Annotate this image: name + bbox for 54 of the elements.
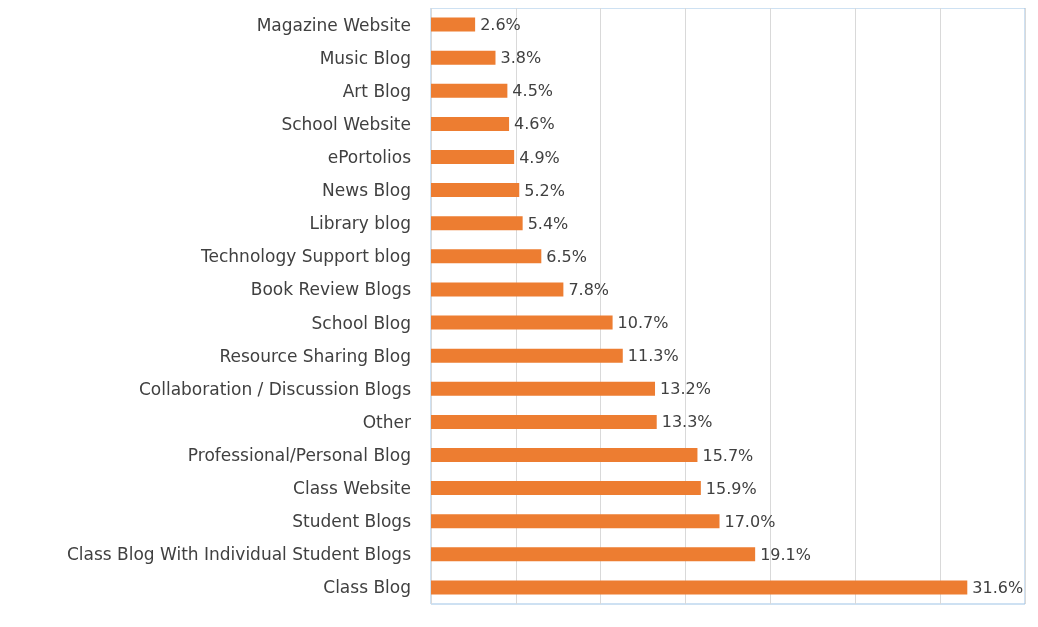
data-label: 17.0%	[724, 511, 776, 531]
y-tick-label: Technology Support blog	[200, 246, 411, 267]
y-tick-label: Other	[362, 411, 411, 432]
bar	[431, 547, 756, 562]
y-tick-label: Student Blogs	[292, 511, 412, 532]
bar	[431, 216, 523, 231]
bar	[431, 381, 656, 396]
bar	[431, 50, 496, 65]
bar	[431, 580, 968, 595]
bar	[431, 116, 510, 131]
y-tick-label: Class Blog With Individual Student Blogs	[66, 544, 412, 565]
data-label: 5.4%	[527, 213, 569, 233]
bar	[431, 150, 515, 164]
y-tick-label: School Blog	[311, 312, 411, 333]
y-tick-label: Library blog	[309, 213, 411, 234]
bar	[431, 183, 520, 198]
bar	[431, 83, 508, 98]
y-tick-label: Professional/Personal Blog	[187, 445, 411, 465]
data-label: 15.7%	[702, 445, 754, 465]
data-label: 3.8%	[500, 48, 542, 68]
data-label: 31.6%	[972, 577, 1024, 597]
y-tick-label: Resource Sharing Blog	[219, 345, 411, 366]
data-label: 11.3%	[627, 346, 679, 366]
y-tick-label: ePortolios	[327, 147, 412, 167]
bar	[431, 414, 657, 429]
data-label: 4.6%	[514, 114, 555, 134]
data-label: 13.3%	[661, 412, 713, 432]
data-label: 13.2%	[660, 379, 711, 399]
y-tick-label: Art Blog	[342, 80, 411, 101]
data-label: 4.5%	[512, 81, 554, 101]
bar	[431, 315, 613, 330]
y-tick-label: Class Website	[293, 478, 411, 499]
data-label: 7.8%	[568, 279, 610, 299]
bar	[431, 448, 698, 462]
data-label: 2.6%	[480, 15, 521, 35]
y-tick-label: Magazine Website	[256, 14, 411, 35]
y-tick-label: Book Review Blogs	[250, 279, 412, 300]
data-label: 5.2%	[524, 180, 565, 200]
y-tick-label: News Blog	[322, 180, 411, 201]
bar	[431, 514, 720, 529]
bar	[431, 481, 701, 496]
bar	[431, 348, 623, 363]
bar	[431, 282, 564, 297]
data-label: 6.5%	[546, 246, 587, 266]
data-label: 19.1%	[760, 544, 811, 564]
y-tick-label: Class Blog	[323, 577, 411, 598]
y-tick-label: Music Blog	[319, 47, 411, 68]
bar	[431, 249, 542, 264]
y-tick-label: School Website	[281, 113, 411, 134]
bar	[431, 17, 476, 32]
data-label: 10.7%	[617, 313, 669, 333]
data-label: 4.9%	[519, 147, 560, 167]
data-label: 15.9%	[705, 478, 757, 498]
y-tick-label: Collaboration / Discussion Blogs	[138, 378, 412, 399]
